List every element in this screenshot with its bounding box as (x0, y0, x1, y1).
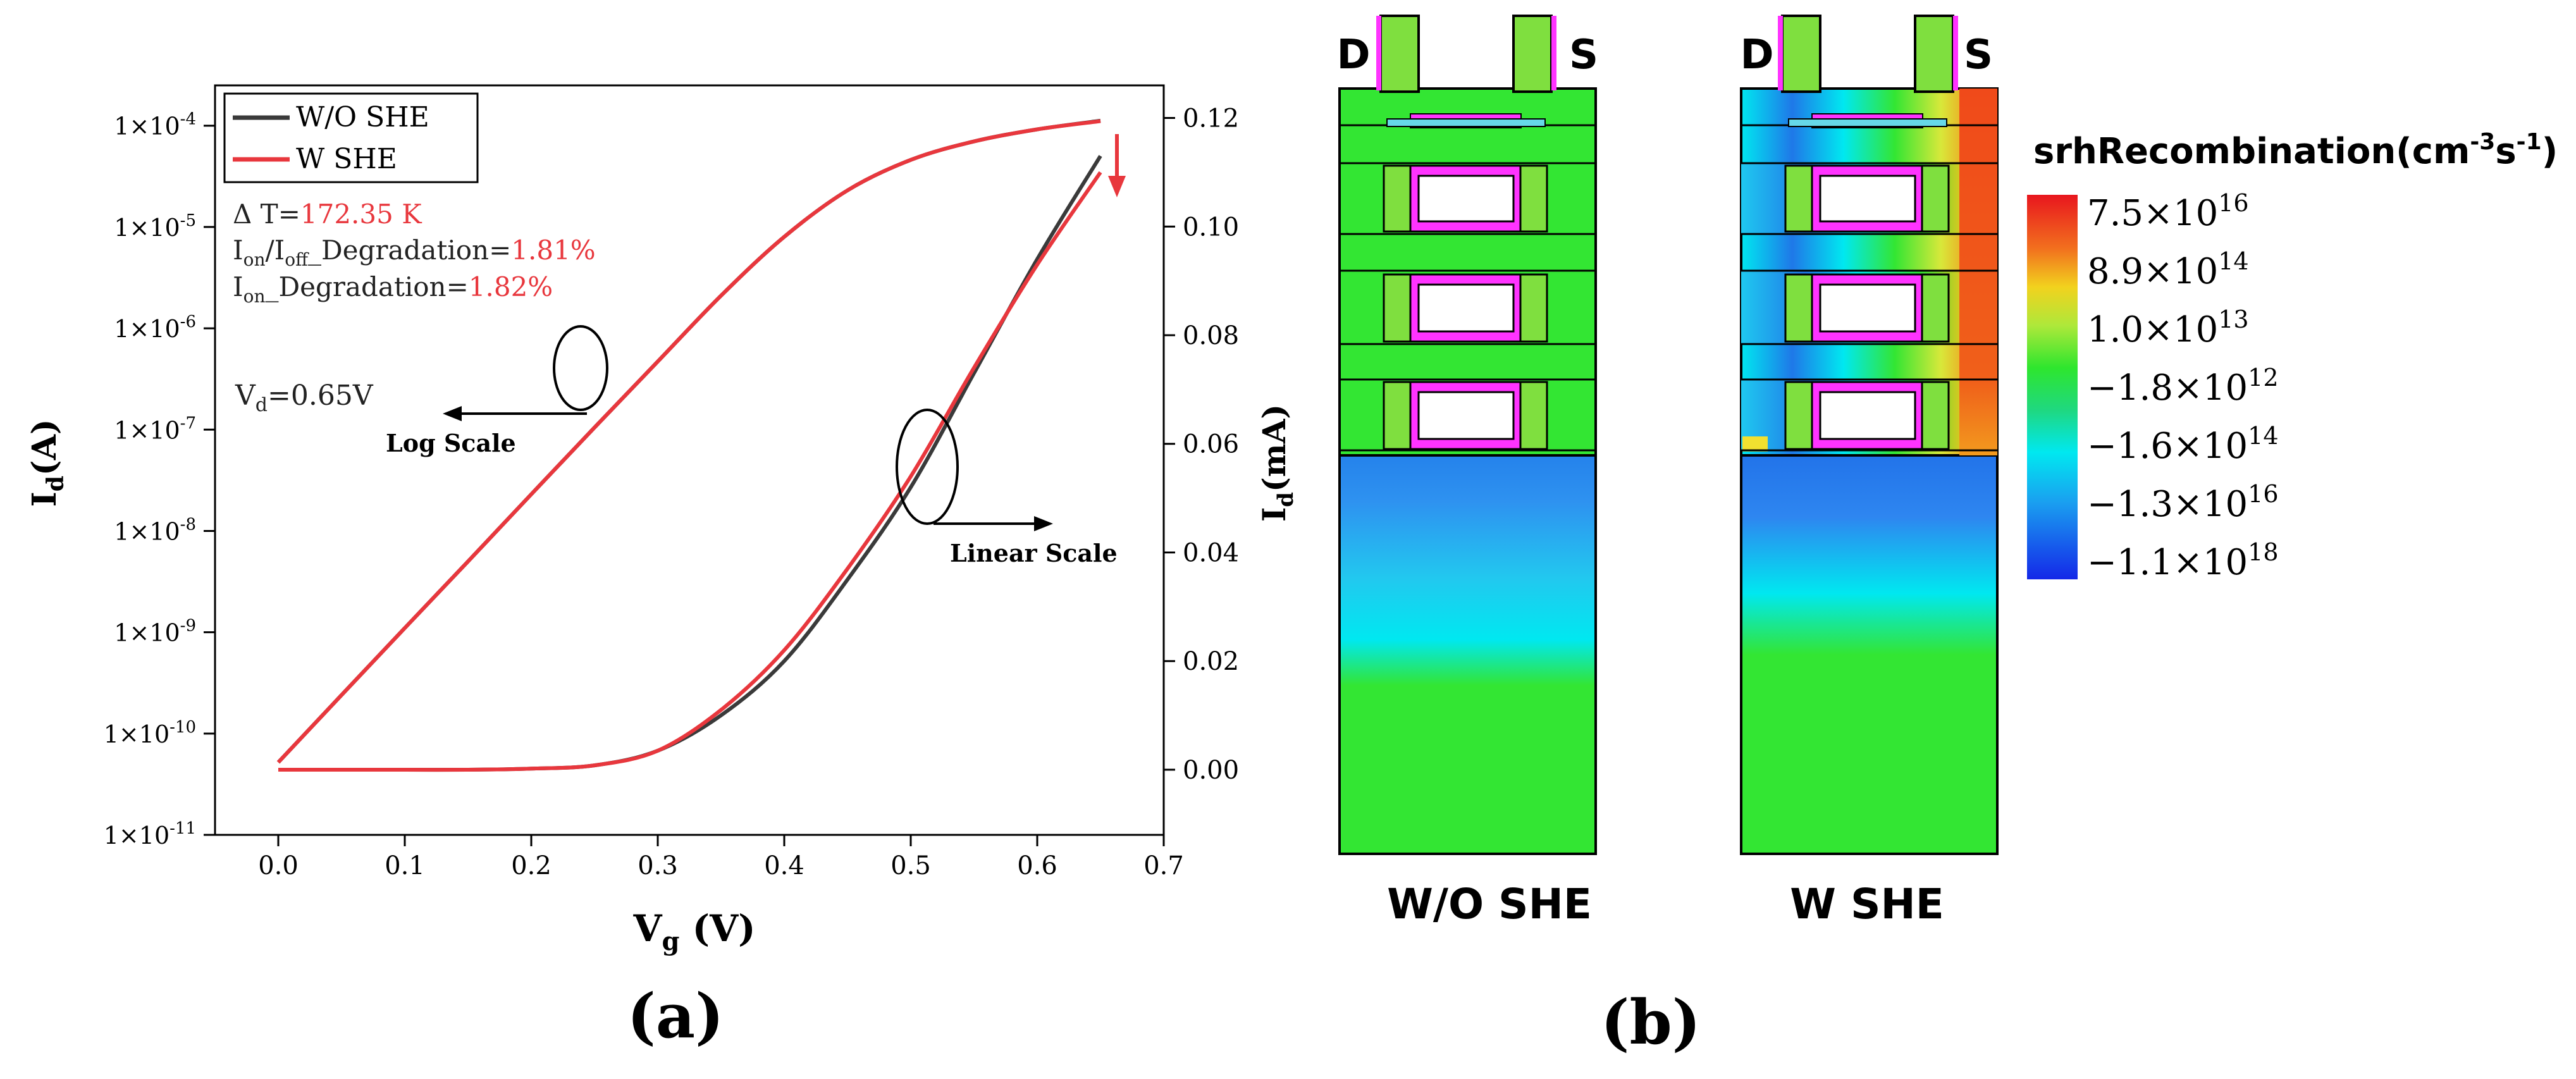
y-left-tick-label: 1×10-11 (104, 819, 196, 849)
panel-a-chart: 0.0 0.1 0.2 0.3 0.4 0.5 0.6 0.7 1×10-111×10-101… (25, 84, 1298, 1052)
y-left-tick-label: 1×10-6 (114, 312, 196, 343)
nanosheet-2 (1383, 273, 1548, 343)
x-tick-label: 0.0 (258, 851, 299, 880)
source-label-right: S (1964, 32, 1993, 78)
nanosheet-1 (1383, 164, 1548, 233)
source-contact (1914, 15, 1954, 93)
x-tick-label: 0.4 (764, 851, 804, 880)
y-left-axis-ticks: 1×10-11 1×10-10 1×10-9 1×10-8 1×10-7 1×10-6 1×… (104, 110, 215, 849)
source-side-hot (1959, 89, 1997, 455)
colorbar-tick-label: −1.6×1014 (2087, 422, 2279, 467)
device-map-w-she: D S W SHE (1740, 15, 1999, 928)
linear-scale-arrow-head (1034, 516, 1053, 531)
y-left-tick-label: 1×10-10 (104, 718, 196, 748)
nanosheet-3 (1784, 381, 1950, 450)
y-left-tick-label: 1×10-9 (114, 617, 196, 647)
y-left-tick-label: 1×10-7 (114, 414, 196, 444)
chart-series (276, 118, 1102, 772)
y-right-tick-label: 0.06 (1183, 430, 1239, 459)
panel-b-device-maps: D S W/O SHE (1336, 15, 2558, 1058)
plot-frame (214, 84, 1165, 836)
ion-degradation-annotation: Ion_Degradation=1.82% (233, 271, 553, 307)
x-tick-label: 0.1 (385, 851, 425, 880)
delta-t-annotation: Δ T=172.35 K (233, 199, 422, 230)
series-line-1 (276, 119, 1101, 764)
legend-box (223, 92, 479, 183)
top-gate-cap (1386, 118, 1546, 127)
stem-magenta (1953, 16, 1958, 90)
series-line-3 (278, 171, 1102, 772)
colorbar-tick-label: 1.0×1013 (2087, 305, 2249, 350)
legend-label-w-she: W SHE (296, 143, 397, 175)
colorbar-gradient (2027, 195, 2078, 579)
caption-wo-she: W/O SHE (1387, 880, 1592, 928)
caption-w-she: W SHE (1790, 880, 1944, 928)
x-tick-label: 0.5 (891, 851, 931, 880)
source-contact (1512, 15, 1553, 93)
y-left-tick-label: 1×10-8 (114, 515, 196, 545)
log-scale-arrow-head (443, 406, 462, 421)
degradation-arrow-head (1108, 176, 1126, 197)
nanosheet-2 (1784, 273, 1950, 343)
stem-magenta (1778, 16, 1783, 90)
y-left-tick-label: 1×10-4 (114, 110, 196, 140)
drain-contact (1379, 15, 1420, 93)
y-right-tick-label: 0.00 (1183, 756, 1239, 785)
y-left-tick-label: 1×10-5 (114, 211, 196, 242)
y-right-tick-label: 0.10 (1183, 213, 1239, 242)
colorbar-ticks: 7.5×1016 8.9×1014 1.0×1013 −1.8×1012 −1.6×10… (2087, 189, 2279, 583)
x-tick-label: 0.7 (1143, 851, 1184, 880)
y-left-axis-label: Id(A) (25, 419, 69, 507)
y-right-axis-ticks: 0.00 0.02 0.04 0.06 0.08 0.10 0.12 (1164, 104, 1239, 785)
log-scale-label: Log Scale (386, 429, 516, 457)
drain-contact (1781, 15, 1821, 93)
panel-a-label: (a) (627, 980, 724, 1052)
y-right-tick-label: 0.08 (1183, 321, 1239, 350)
colorbar-tick-label: 7.5×1016 (2087, 189, 2249, 234)
legend: W/O SHE W SHE (223, 92, 479, 183)
colorbar-tick-label: −1.3×1016 (2087, 480, 2279, 525)
colorbar: srhRecombination(cm-3s-1) 7.5×1016 8.9×10… (2027, 129, 2558, 583)
linear-scale-ellipse (896, 409, 959, 525)
stem-magenta (1551, 16, 1556, 90)
x-tick-label: 0.3 (638, 851, 678, 880)
nanosheet-3 (1383, 381, 1548, 450)
x-tick-label: 0.6 (1017, 851, 1057, 880)
y-right-tick-label: 0.12 (1183, 104, 1239, 133)
y-right-tick-label: 0.04 (1183, 538, 1239, 567)
nanosheet-1 (1784, 164, 1950, 233)
stem-magenta (1376, 16, 1381, 90)
top-gate-cap (1788, 118, 1947, 127)
x-tick-label: 0.2 (511, 851, 552, 880)
y-right-axis-label: Id(mA) (1255, 404, 1298, 522)
drain-label-left: D (1336, 32, 1370, 78)
ion-ioff-degradation-annotation: Ion/Ioff_Degradation=1.81% (233, 235, 596, 270)
colorbar-tick-label: −1.1×1018 (2087, 538, 2279, 583)
linear-scale-label: Linear Scale (950, 539, 1118, 567)
x-axis-ticks: 0.0 0.1 0.2 0.3 0.4 0.5 0.6 0.7 (258, 835, 1184, 880)
y-right-tick-label: 0.02 (1183, 647, 1239, 676)
legend-label-wo-she: W/O SHE (296, 101, 429, 133)
drain-side-yellow (1742, 436, 1768, 452)
vd-annotation: Vd=0.65V (235, 379, 374, 416)
x-axis-label: Vg (V) (632, 907, 755, 956)
colorbar-tick-label: 8.9×1014 (2087, 247, 2249, 292)
panel-b-label: (b) (1601, 987, 1701, 1058)
colorbar-tick-label: −1.8×1012 (2087, 364, 2279, 409)
log-scale-ellipse (553, 325, 608, 411)
device-map-wo-she: D S W/O SHE (1336, 15, 1598, 928)
colorbar-title: srhRecombination(cm-3s-1) (2033, 129, 2558, 172)
source-label-left: S (1569, 32, 1598, 78)
drain-label-right: D (1740, 32, 1773, 78)
